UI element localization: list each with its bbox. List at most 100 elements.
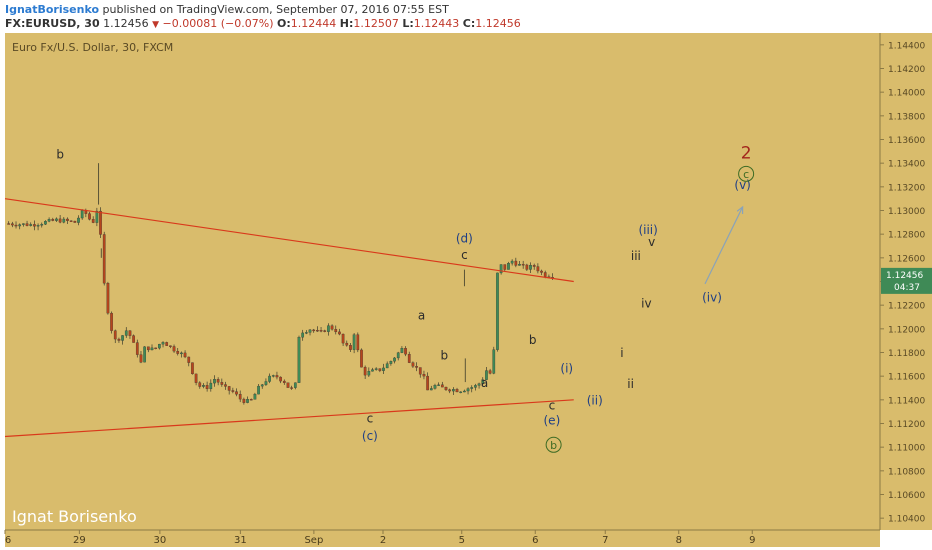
symbol-label: FX:EURUSD, 30: [5, 17, 100, 30]
wave-label: (e): [544, 414, 561, 428]
candle-body: [58, 218, 62, 223]
x-tick-label: 30: [154, 535, 167, 546]
candle-body: [231, 390, 235, 392]
candle-body: [275, 375, 279, 378]
wave-label: c: [367, 411, 374, 425]
published-text: published on TradingView.com, September …: [102, 3, 449, 16]
candle-body: [521, 264, 525, 266]
candle-body: [448, 389, 452, 392]
candle-body: [121, 335, 124, 341]
candle-body: [474, 385, 477, 388]
y-tick-label: 1.11000: [888, 444, 925, 454]
y-tick-label: 1.11200: [888, 420, 925, 430]
candle-body: [529, 265, 532, 270]
candle-body: [312, 329, 316, 332]
candle-body: [525, 264, 529, 270]
wave-label-circle: [738, 165, 755, 182]
plot-area[interactable]: [5, 33, 880, 530]
wave-label: iv: [641, 297, 651, 311]
upper-trendline[interactable]: [4, 198, 574, 283]
candle-body: [293, 382, 297, 388]
wave-label: iii: [631, 249, 641, 263]
y-tick-label: 1.13800: [888, 112, 925, 122]
candle-body: [202, 385, 205, 387]
candle-body: [55, 218, 58, 221]
wave-label: 2: [741, 143, 752, 163]
candle-body: [367, 371, 371, 376]
candle-body: [161, 342, 165, 345]
candle-body: [463, 390, 466, 393]
candle-body: [14, 224, 18, 227]
x-tick-label: 9: [749, 535, 755, 546]
x-tick-label: 6: [532, 535, 538, 546]
candle-body: [389, 361, 393, 364]
candle-body: [334, 329, 338, 333]
candle-body: [246, 399, 249, 403]
candle-body: [455, 389, 459, 393]
candle-body: [95, 210, 99, 223]
candle-body: [88, 213, 91, 220]
candle-body: [146, 346, 150, 351]
candle-body: [481, 379, 485, 384]
wave-label: (i): [560, 362, 573, 376]
candle-body: [543, 272, 547, 277]
candle-body: [470, 387, 474, 389]
candle-body: [393, 357, 396, 362]
ohlc-line: FX:EURUSD, 30 1.12456 ▼ −0.00081 (−0.07%…: [5, 17, 521, 30]
lower-trendline[interactable]: [4, 399, 574, 438]
candle-body: [349, 345, 352, 350]
wave-label: (iii): [638, 223, 657, 237]
arrow-head-icon: [736, 205, 744, 214]
candle-body: [73, 220, 77, 223]
candle-body: [327, 325, 330, 332]
candle-body: [183, 352, 187, 358]
candle-body: [305, 332, 308, 334]
candle-body: [444, 386, 448, 390]
candle-body: [220, 382, 224, 385]
time-axis[interactable]: [5, 530, 880, 547]
candle-body: [257, 385, 260, 395]
candle-body: [264, 381, 268, 385]
candle-body: [268, 375, 271, 382]
candle-body: [426, 375, 429, 391]
price-change: −0.00081 (−0.07%): [162, 17, 274, 30]
candle-body: [503, 264, 507, 270]
candle-body: [415, 366, 418, 368]
candle-body: [238, 394, 242, 400]
candle-body: [536, 266, 540, 272]
candle-body: [242, 398, 246, 403]
candle-body: [507, 263, 510, 270]
close-label: C:: [462, 17, 476, 30]
wave-label: i: [620, 346, 623, 360]
candle-body: [308, 329, 312, 333]
candle-body: [7, 223, 11, 225]
open-value: 1.12444: [290, 17, 337, 30]
y-tick-label: 1.11400: [888, 396, 925, 406]
last-price-tag: [881, 267, 932, 294]
candle-body: [382, 367, 385, 371]
candle-body: [477, 383, 481, 386]
wave-label: (c): [362, 429, 378, 443]
candle-body: [459, 391, 463, 394]
candle-body: [102, 234, 106, 284]
candle-body: [47, 219, 51, 222]
countdown-label: 04:37: [894, 283, 920, 293]
candle-body: [330, 325, 334, 330]
candle-body: [404, 348, 407, 355]
low-value: 1.12443: [413, 17, 460, 30]
y-tick-label: 1.10600: [888, 491, 925, 501]
candle-body: [492, 349, 496, 374]
y-tick-label: 1.14000: [888, 89, 925, 99]
wave-label: b: [529, 333, 537, 347]
candle-body: [396, 352, 400, 359]
projection-arrow[interactable]: [704, 206, 744, 285]
down-triangle-icon: ▼: [152, 20, 160, 30]
candle-body: [400, 348, 404, 353]
candle-body: [385, 363, 389, 369]
author-link[interactable]: IgnatBorisenko: [5, 3, 100, 16]
candle-body: [338, 331, 341, 335]
publish-line: IgnatBorisenko published on TradingView.…: [5, 3, 449, 16]
y-tick-label: 1.11600: [888, 373, 925, 383]
candle-body: [378, 368, 382, 371]
